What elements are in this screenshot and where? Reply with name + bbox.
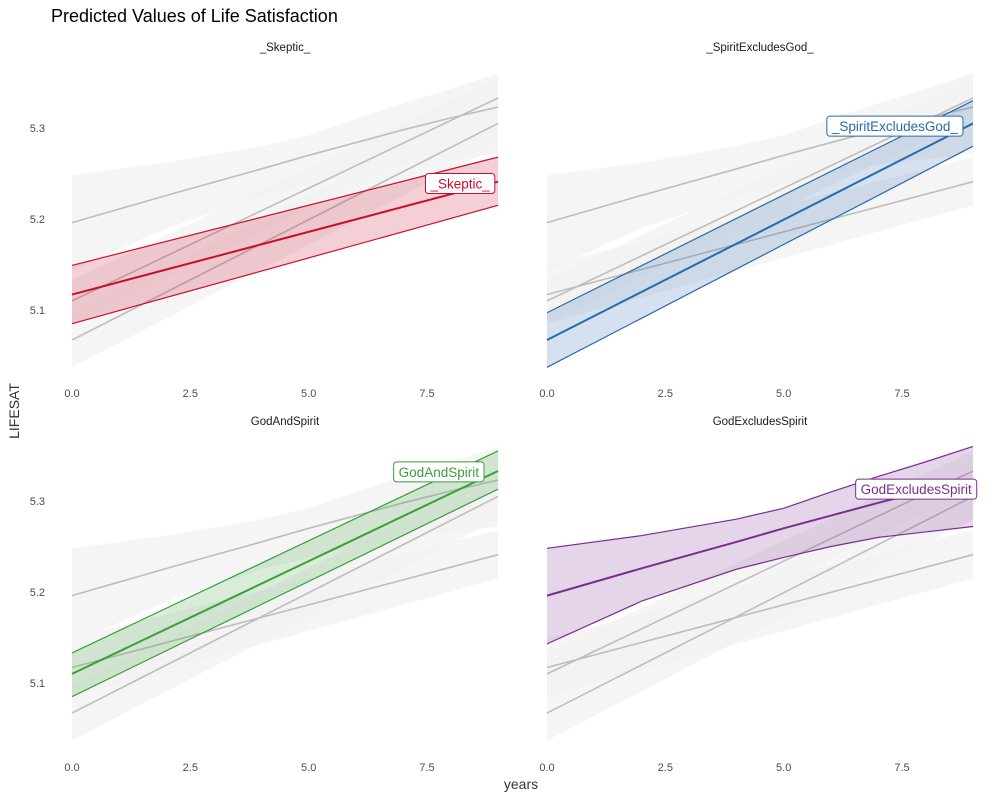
- context-ci-band: [72, 473, 498, 741]
- context-line: [546, 180, 974, 296]
- ci-lower-line: [546, 145, 974, 368]
- panel-2: _SpiritExcludesGod_ 0.0 2.5 5.0 7.5 _SpiritEx…: [539, 42, 974, 400]
- series-line: [546, 122, 974, 341]
- x-tick-label: 0.0: [64, 762, 79, 774]
- x-tick-label: 5.0: [301, 762, 316, 774]
- y-tick-label: 5.1: [30, 305, 45, 317]
- series-label-box: [424, 173, 496, 195]
- context-ci-band: [547, 450, 973, 697]
- x-tick-label: 2.5: [658, 388, 673, 400]
- panel-3: GodAndSpirit 0.0 2.5 5.0 7.5 5.1 5.2 5.3 GodAndS…: [30, 416, 499, 774]
- panel-strip-label: _SpiritExcludesGod_: [705, 42, 814, 54]
- series-label-box: [826, 115, 964, 137]
- ci-lower-line: [71, 488, 499, 698]
- x-tick-label: 5.0: [776, 762, 791, 774]
- series-label: GodAndSpirit: [393, 461, 485, 483]
- facet-panels: _Skeptic_0.0 2.5 5.0 7.55.15.25.3_Skeptic__…: [30, 42, 978, 774]
- x-tick-label: 7.5: [894, 762, 909, 774]
- x-tick-label: 5.0: [301, 388, 316, 400]
- ci-band: [72, 157, 498, 324]
- series-label-text: GodExcludesSpirit: [861, 482, 972, 497]
- chart-title: Predicted Values of Life Satisfaction: [51, 6, 338, 26]
- panel-strip-label: GodAndSpirit: [251, 416, 320, 428]
- ci-band: [547, 100, 973, 368]
- series-line: [71, 180, 499, 296]
- x-tick-label: 7.5: [419, 388, 434, 400]
- context-line: [71, 479, 499, 597]
- x-tick-label: 0.0: [64, 388, 79, 400]
- context-line: [71, 553, 499, 669]
- x-tick-label: 7.5: [894, 388, 909, 400]
- panel-1: _Skeptic_ 0.0 2.5 5.0 7.5 5.1 5.2 5.3 _Skeptic_: [30, 42, 499, 400]
- panel-4: GodExcludesSpirit 0.0 2.5 5.0 7.5 GodExcludes…: [539, 416, 978, 774]
- context-line: [71, 495, 499, 714]
- x-tick-label: 2.5: [183, 762, 198, 774]
- series-line: [71, 470, 499, 675]
- x-tick-label: 2.5: [183, 388, 198, 400]
- y-tick-label: 5.1: [30, 678, 45, 690]
- series-label-text: GodAndSpirit: [399, 465, 480, 480]
- y-axis-title: LIFESAT: [6, 383, 22, 439]
- context-ci-band: [547, 157, 973, 324]
- series-label-text: _Skeptic_: [429, 177, 490, 192]
- series-label-text: _SpiritExcludesGod_: [831, 119, 959, 134]
- x-tick-label: 7.5: [419, 762, 434, 774]
- context-ci-band: [72, 446, 498, 644]
- context-line: [71, 106, 499, 224]
- ci-lower-line: [71, 204, 499, 325]
- context-line: [71, 97, 499, 302]
- context-line: [546, 553, 974, 669]
- ci-upper-line: [71, 450, 499, 654]
- ci-upper-line: [546, 445, 974, 549]
- ci-band: [72, 450, 498, 697]
- series-label-box: [393, 461, 485, 483]
- context-line: [546, 470, 974, 675]
- x-axis-title: years: [504, 776, 538, 792]
- x-tick-label: 2.5: [658, 762, 673, 774]
- y-tick-label: 5.2: [30, 214, 45, 226]
- x-tick-label: 0.0: [539, 388, 554, 400]
- panel-strip-label: _Skeptic_: [259, 42, 311, 54]
- ci-lower-line: [546, 525, 974, 645]
- y-tick-label: 5.3: [30, 123, 45, 135]
- panel-strip-label: GodExcludesSpirit: [713, 416, 808, 428]
- x-tick-label: 0.0: [539, 762, 554, 774]
- y-tick-label: 5.2: [30, 587, 45, 599]
- context-line: [546, 495, 974, 714]
- context-ci-band: [72, 73, 498, 271]
- series-label-box: [855, 478, 978, 500]
- x-tick-label: 5.0: [776, 388, 791, 400]
- series-label: _Skeptic_: [424, 173, 496, 195]
- series-label: _SpiritExcludesGod_: [826, 115, 964, 137]
- y-tick-label: 5.3: [30, 496, 45, 508]
- series-label: GodExcludesSpirit: [855, 478, 978, 500]
